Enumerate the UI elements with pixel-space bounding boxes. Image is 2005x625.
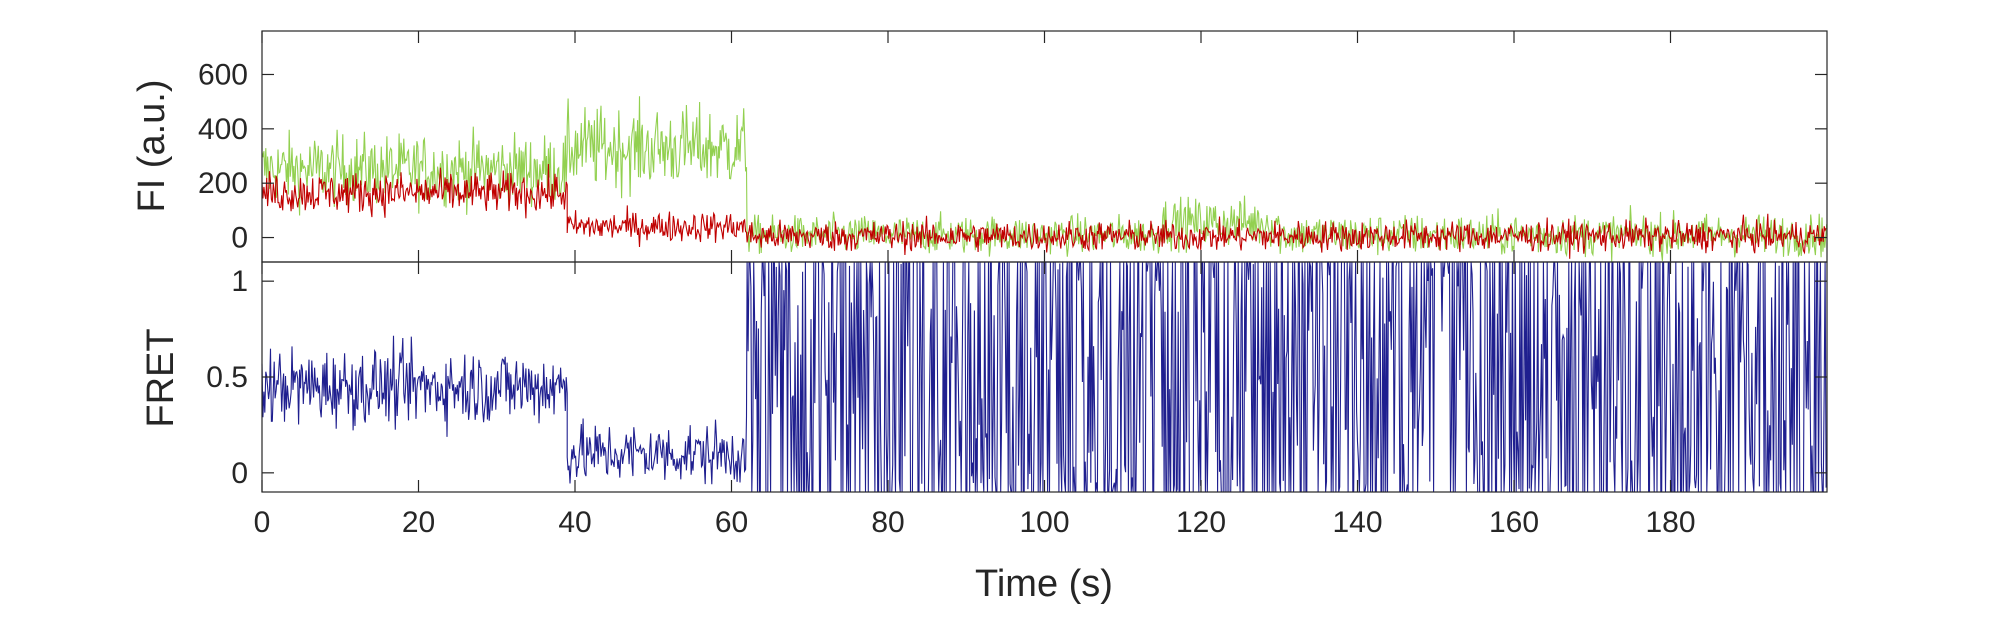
x-tick-label: 0 [254, 506, 271, 539]
intensity-donor-trace [261, 96, 1828, 262]
intensity-red-series [261, 163, 1827, 259]
x-tick-label: 160 [1489, 506, 1539, 539]
x-tick-label: 100 [1019, 506, 1069, 539]
intensity-acceptor-trace [261, 163, 1827, 259]
x-tick-label: 140 [1332, 506, 1382, 539]
intensity-y-ticks: 0 200 400 600 [198, 31, 1827, 262]
y-tick-label: 0.5 [206, 361, 248, 394]
time-x-ticks: 0 20 40 60 80 100 120 140 160 180 [254, 262, 1696, 539]
y-tick-label: 0 [231, 222, 248, 255]
y-tick-label: 200 [198, 167, 248, 200]
x-tick-label: 180 [1645, 506, 1695, 539]
x-tick-label: 80 [871, 506, 904, 539]
fret-panel: 00.51 0 20 40 60 80 100 120 140 160 180 FRET Time… [140, 261, 1828, 605]
y-tick-label: 400 [198, 113, 248, 146]
fret-blue-series [261, 261, 1827, 494]
fret-y-axis-label: FRET [140, 328, 182, 427]
x-tick-label: 40 [558, 506, 591, 539]
fret-trace [261, 261, 1827, 494]
fret-y-ticks: 00.51 [206, 265, 1827, 490]
y-tick-label: 600 [198, 58, 248, 91]
time-x-axis-label: Time (s) [975, 563, 1113, 605]
intensity-panel: 0 200 400 600 FI (a.u.) [131, 30, 1828, 263]
x-tick-label: 120 [1176, 506, 1226, 539]
intensity-y-axis-label: FI (a.u.) [131, 79, 173, 212]
y-tick-label: 1 [231, 265, 248, 298]
intensity-green-series [261, 96, 1828, 262]
x-tick-label: 20 [402, 506, 435, 539]
y-tick-label: 0 [231, 457, 248, 490]
x-tick-label: 60 [715, 506, 748, 539]
